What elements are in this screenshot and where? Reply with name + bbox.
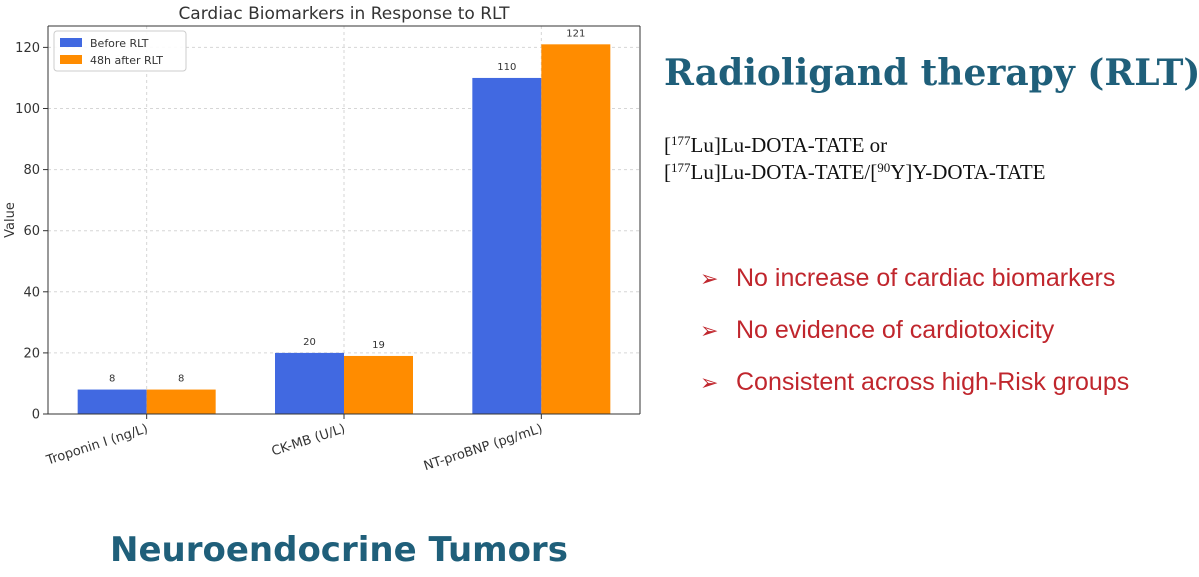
x-tick-label: NT-proBNP (pg/mL)	[422, 422, 545, 475]
finding-item: ➢ No increase of cardiac biomarkers	[700, 256, 1129, 308]
bar-data-label: 110	[497, 62, 516, 73]
findings-list: ➢ No increase of cardiac biomarkers ➢ No e…	[700, 256, 1129, 412]
bar	[344, 355, 413, 414]
bar-data-label: 8	[178, 374, 184, 385]
y-axis-label: Value	[3, 202, 18, 238]
finding-item: ➢ No evidence of cardiotoxicity	[700, 308, 1129, 360]
chart-title: Cardiac Biomarkers in Response to RLT	[178, 4, 510, 24]
y-tick-label: 0	[32, 408, 40, 423]
bar	[77, 389, 147, 414]
bar-data-label: 19	[372, 340, 385, 351]
finding-item: ➢ Consistent across high-Risk groups	[700, 360, 1129, 412]
legend-swatch	[60, 38, 82, 47]
bar-data-label: 8	[109, 374, 115, 385]
bar-data-label: 121	[566, 28, 585, 39]
arrow-bullet-icon: ➢	[700, 370, 719, 395]
y-tick-label: 40	[23, 285, 40, 300]
y-tick-label: 80	[23, 163, 40, 178]
y-tick-label: 100	[15, 102, 40, 117]
legend-box	[53, 30, 187, 72]
y-tick-label: 20	[23, 346, 40, 361]
legend-swatch	[60, 55, 82, 64]
x-tick-label: CK-MB (U/L)	[270, 422, 347, 460]
compound-names: [177Lu]Lu-DOTA-TATE or [177Lu]Lu-DOTA-TA…	[664, 132, 1046, 186]
compound-line-1: [177Lu]Lu-DOTA-TATE or	[664, 133, 888, 157]
legend-label: Before RLT	[90, 37, 149, 50]
footer-title: Neuroendocrine Tumors	[110, 530, 568, 570]
bar	[472, 77, 542, 414]
arrow-bullet-icon: ➢	[700, 318, 719, 343]
y-tick-label: 60	[23, 224, 40, 239]
bar-data-label: 20	[303, 337, 316, 348]
x-tick-label: Troponin I (ng/L)	[44, 422, 150, 469]
bar	[275, 352, 344, 414]
legend-label: 48h after RLT	[90, 54, 163, 67]
bar	[541, 44, 611, 414]
bar	[146, 389, 216, 414]
arrow-bullet-icon: ➢	[700, 266, 719, 291]
rlt-title: Radioligand therapy (RLT)	[664, 52, 1199, 94]
compound-line-2: [177Lu]Lu-DOTA-TATE/[90Y]Y-DOTA-TATE	[664, 160, 1046, 184]
y-tick-label: 120	[15, 41, 40, 56]
biomarker-bar-chart: Cardiac Biomarkers in Response to RLT 0 20…	[3, 4, 641, 475]
